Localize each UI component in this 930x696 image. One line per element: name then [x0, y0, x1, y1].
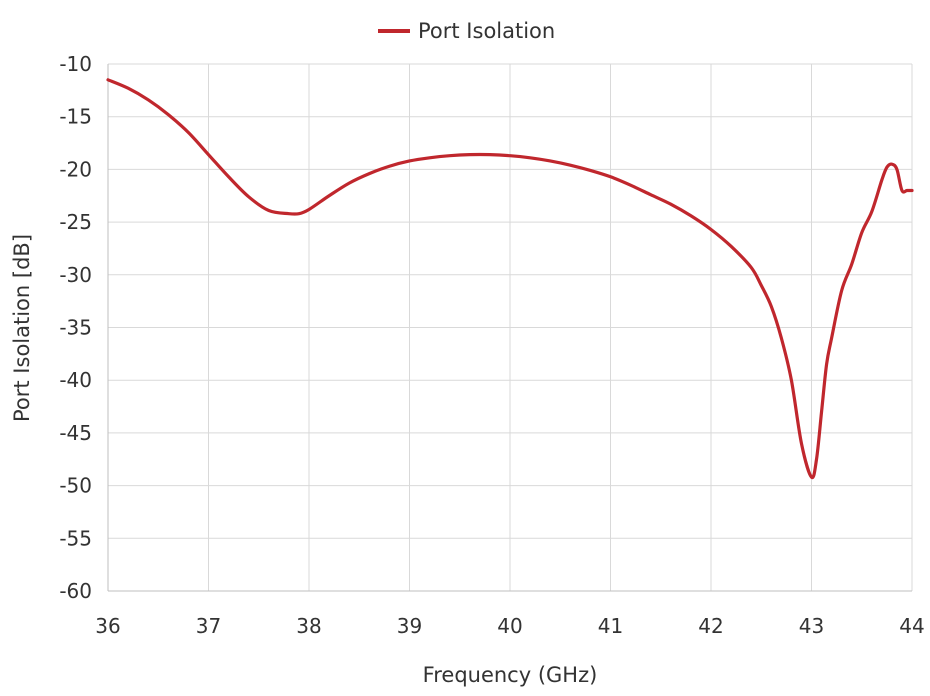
y-tick-label: -45: [59, 421, 92, 445]
legend: Port Isolation: [378, 19, 555, 43]
y-tick-label: -10: [59, 52, 92, 76]
y-tick-labels: -10 -15 -20 -25 -30 -35 -40 -45 -50 -55 -60: [59, 52, 92, 603]
x-tick-label: 38: [296, 614, 321, 638]
y-tick-label: -50: [59, 474, 92, 498]
series-group: [106, 78, 914, 480]
y-tick-label: -25: [59, 210, 92, 234]
y-tick-label: -60: [59, 579, 92, 603]
y-tick-label: -15: [59, 105, 92, 129]
y-tick-label: -40: [59, 368, 92, 392]
gridlines: [107, 63, 913, 592]
y-tick-label: -35: [59, 316, 92, 340]
x-tick-label: 40: [497, 614, 522, 638]
x-tick-label: 44: [899, 614, 924, 638]
y-tick-label: -20: [59, 157, 92, 181]
x-tick-labels: 36 37 38 39 40 41 42 43 44: [95, 614, 924, 638]
y-tick-label: -55: [59, 526, 92, 550]
series-line-port-isolation: [106, 78, 914, 480]
x-tick-label: 39: [397, 614, 422, 638]
x-tick-label: 37: [196, 614, 221, 638]
axes: [107, 64, 912, 592]
x-tick-label: 41: [598, 614, 623, 638]
x-tick-label: 42: [698, 614, 723, 638]
x-tick-label: 36: [95, 614, 120, 638]
x-axis-title: Frequency (GHz): [423, 663, 598, 687]
x-tick-label: 43: [799, 614, 824, 638]
y-axis-title: Port Isolation [dB]: [10, 234, 34, 422]
legend-label: Port Isolation: [418, 19, 555, 43]
y-tick-label: -30: [59, 263, 92, 287]
